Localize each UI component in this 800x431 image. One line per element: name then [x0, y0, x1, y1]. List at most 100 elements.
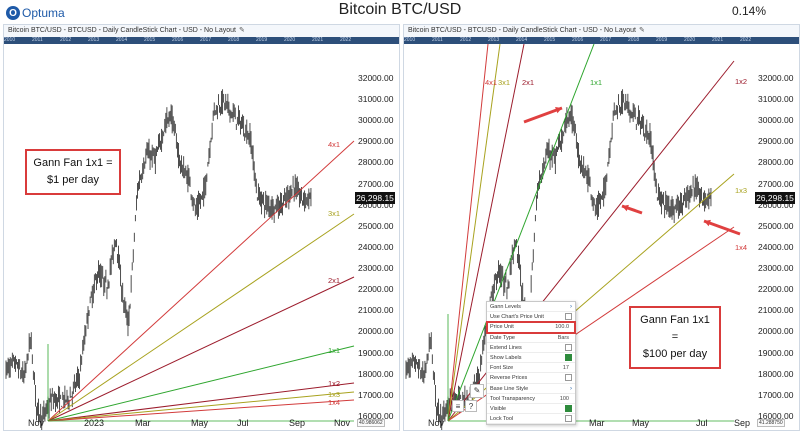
ruler-year: 2015	[144, 37, 156, 43]
gann-fan-line	[47, 382, 355, 422]
price-tick: 19000.00	[758, 347, 794, 358]
fan-label-3x1: 3x1	[328, 209, 341, 218]
gann-fan-line	[47, 213, 355, 422]
chart-title-bar[interactable]: Bitcoin BTC/USD - BTCUSD - Daily CandleS…	[4, 25, 399, 37]
ruler-year: 2012	[60, 37, 72, 43]
price-tick: 23000.00	[358, 263, 394, 274]
price-axis[interactable]: 32000.00 31000.00 30000.00 29000.00 28000.00…	[355, 44, 399, 430]
price-tick: 16000.00	[358, 410, 394, 421]
price-tick: 21000.00	[758, 305, 794, 316]
menu-row-tool-transparency[interactable]: Tool Transparency 100	[487, 394, 575, 404]
change-percent: 0.14%	[731, 4, 766, 18]
price-tick: 24000.00	[758, 241, 794, 252]
gann-fan-line	[447, 44, 501, 422]
gann-fan-line	[47, 391, 355, 422]
price-tick: 32000.00	[758, 73, 794, 83]
ruler-year: 2016	[572, 37, 584, 43]
menu-row-font-size[interactable]: Font Size 17	[487, 363, 575, 374]
date-ruler[interactable]: 2010 2011 2012 2013 2014 2015 2016 2017 2018 2019…	[4, 37, 399, 44]
ruler-year: 2011	[432, 37, 443, 43]
last-price-badge: 26,298.15	[755, 192, 795, 205]
gann-fan-properties-menu[interactable]: Gann Levels › Use Chart's Price Unit Price …	[486, 301, 576, 426]
price-tick: 27000.00	[758, 178, 794, 189]
price-tick: 23000.00	[758, 263, 794, 274]
fan-label-4x1: 4x1	[485, 78, 498, 87]
chevron-right-icon: ›	[570, 304, 572, 310]
left-chart-panel[interactable]: Bitcoin BTC/USD - BTCUSD - Daily CandleS…	[3, 24, 400, 431]
logo-mark-icon: O	[6, 6, 20, 20]
right-chart-panel[interactable]: Bitcoin BTC/USD - BTCUSD - Daily CandleS…	[403, 24, 800, 431]
date-label: Jul	[696, 418, 708, 428]
candlestick-chart[interactable]	[404, 44, 756, 431]
annotation-arrow-head	[622, 204, 629, 212]
ruler-year: 2013	[88, 37, 100, 43]
menu-row-label: Price Unit	[490, 324, 514, 331]
price-tick: 27000.00	[358, 178, 394, 189]
menu-row-date-type[interactable]: Date Type Bars	[487, 333, 575, 343]
price-tick: 26000.00	[758, 199, 794, 210]
ruler-year: 2014	[116, 37, 128, 43]
menu-row-value[interactable]: 17	[562, 365, 569, 372]
checkbox[interactable]	[565, 313, 572, 321]
candlestick-chart[interactable]	[4, 44, 356, 431]
fan-label-1x3: 1x3	[328, 390, 341, 399]
price-tick: 28000.00	[358, 157, 394, 168]
menu-icon[interactable]: ≡	[452, 400, 464, 412]
settings-button[interactable]: ✎	[470, 384, 484, 398]
menu-row-label: Show Labels	[490, 354, 522, 361]
menu-row-gann-levels[interactable]: Gann Levels ›	[487, 302, 575, 313]
menu-row-label: Use Chart's Price Unit	[490, 314, 544, 321]
price-tick: 22000.00	[358, 284, 394, 295]
checkbox[interactable]	[565, 404, 572, 412]
price-tick: 29000.00	[358, 136, 394, 147]
menu-row-visible[interactable]: Visible	[487, 404, 575, 415]
menu-row-base-line-style[interactable]: Base Line Style ›	[487, 384, 575, 394]
menu-row-value[interactable]: 100.0	[555, 324, 569, 331]
date-ruler[interactable]: 2010 2011 2012 2013 2014 2015 2016 2017 2018 2019…	[404, 37, 799, 44]
checkbox[interactable]	[565, 415, 572, 423]
page-title: Bitcoin BTC/USD	[338, 1, 462, 18]
checkbox[interactable]	[565, 353, 572, 361]
menu-row-use-chart-s-price-unit[interactable]: Use Chart's Price Unit	[487, 312, 575, 323]
ruler-year: 2021	[712, 37, 724, 43]
chart-title-bar[interactable]: Bitcoin BTC/USD - BTCUSD - Daily CandleS…	[404, 25, 799, 37]
ruler-year: 2012	[460, 37, 472, 43]
price-axis[interactable]: 32000.00 31000.00 30000.00 29000.00 28000.00…	[755, 44, 799, 430]
ruler-year: 2019	[256, 37, 268, 43]
price-tick: 31000.00	[758, 94, 794, 105]
checkbox[interactable]	[565, 343, 572, 351]
checkbox[interactable]	[565, 374, 572, 382]
date-label: Nov	[428, 418, 445, 428]
ruler-year: 2013	[488, 37, 500, 43]
pencil-icon[interactable]: ✎	[638, 27, 645, 34]
pencil-icon[interactable]: ✎	[238, 27, 245, 34]
help-icon[interactable]: ?	[465, 400, 477, 412]
ruler-year: 2019	[656, 37, 668, 43]
gann-fan-callout: Gann Fan 1x1 = $100 per day	[629, 306, 721, 369]
ruler-year: 2020	[284, 37, 296, 43]
price-tick: 21000.00	[358, 305, 394, 316]
price-tick: 30000.00	[758, 115, 794, 126]
ruler-year: 2018	[228, 37, 240, 43]
price-tick: 22000.00	[758, 284, 794, 295]
menu-row-extend-lines[interactable]: Extend Lines	[487, 343, 575, 353]
price-tick: 24000.00	[358, 241, 394, 252]
gann-fan-line	[447, 44, 595, 422]
menu-row-reverse-prices[interactable]: Reverse Prices	[487, 373, 575, 384]
date-label: Sep	[289, 418, 306, 428]
menu-row-lock-tool[interactable]: Lock Tool	[487, 414, 575, 425]
fan-label-1x1: 1x1	[590, 78, 603, 87]
menu-row-price-unit[interactable]: Price Unit 100.0	[486, 321, 576, 334]
ruler-year: 2011	[32, 37, 43, 43]
ruler-year: 2020	[684, 37, 696, 43]
fan-label-1x4: 1x4	[328, 398, 341, 407]
ruler-year: 2018	[628, 37, 640, 43]
menu-row-show-labels[interactable]: Show Labels	[487, 353, 575, 364]
menu-row-value[interactable]: Bars	[557, 334, 569, 341]
ruler-year: 2015	[544, 37, 556, 43]
menu-row-value[interactable]: 100	[559, 395, 569, 402]
chart-title: Bitcoin BTC/USD - BTCUSD - Daily CandleS…	[8, 27, 236, 34]
fan-label-2x1: 2x1	[522, 78, 535, 87]
callout-line-2: $100 per day	[642, 348, 708, 360]
callout-line-1: Gann Fan 1x1 =	[640, 314, 710, 343]
